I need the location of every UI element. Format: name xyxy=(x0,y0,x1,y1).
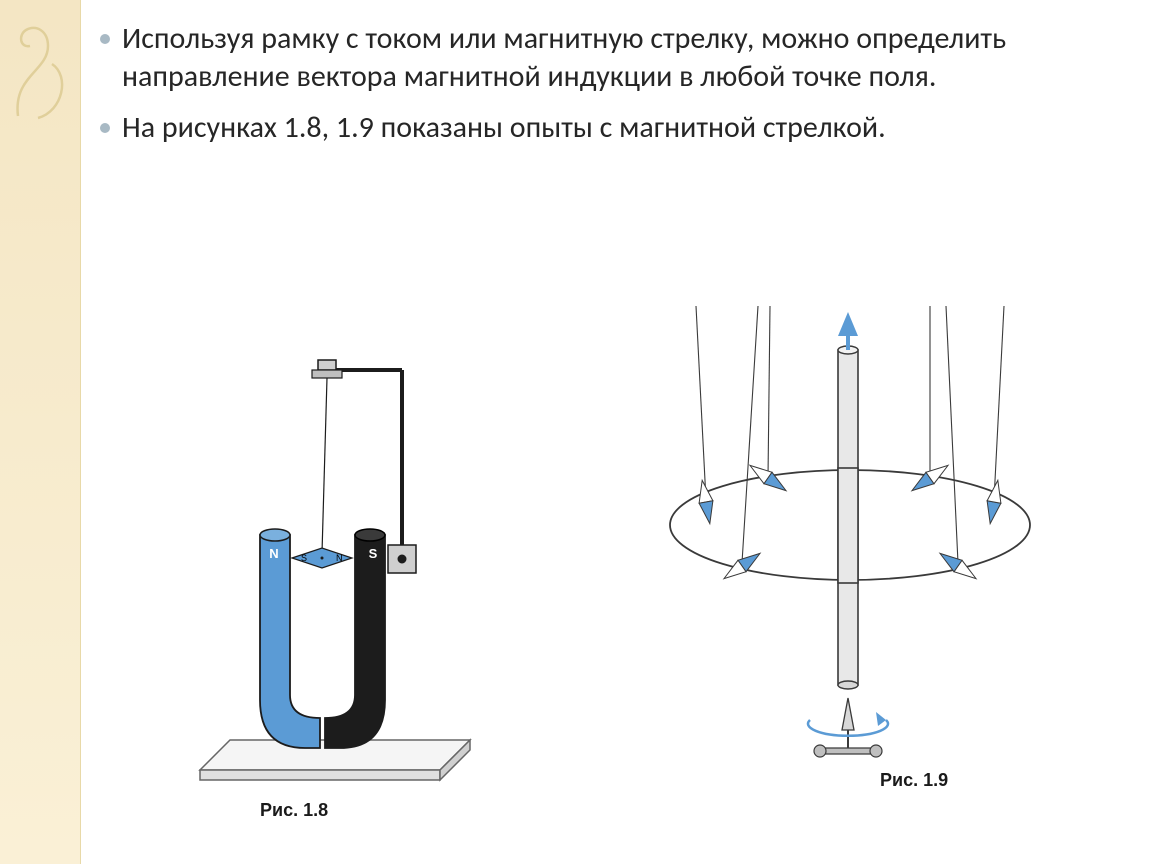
figure-caption: Рис. 1.9 xyxy=(880,770,948,791)
svg-text:S: S xyxy=(301,553,307,563)
swirl-ornament xyxy=(8,16,72,126)
figure-1-8: N S S N Рис. 1.8 xyxy=(170,300,530,840)
bullet-item: Используя рамку с током или магнитную ст… xyxy=(100,20,1120,95)
svg-text:N: N xyxy=(269,546,278,561)
text-content: Используя рамку с током или магнитную ст… xyxy=(100,20,1120,161)
bullet-dot-icon xyxy=(100,123,110,133)
svg-text:N: N xyxy=(336,553,343,563)
bullet-text: Используя рамку с током или магнитную ст… xyxy=(122,20,1120,95)
bullet-item: На рисунках 1.8, 1.9 показаны опыты с ма… xyxy=(100,109,1120,147)
figure-1-9: Рис. 1.9 xyxy=(620,300,1080,840)
bullet-text: На рисунках 1.8, 1.9 показаны опыты с ма… xyxy=(122,109,886,147)
figure-1-9-svg xyxy=(620,300,1080,790)
figure-caption: Рис. 1.8 xyxy=(260,800,328,821)
bullet-dot-icon xyxy=(100,34,110,44)
figure-1-8-svg: N S S N xyxy=(170,300,530,800)
svg-text:S: S xyxy=(369,546,378,561)
figures-area: N S S N Рис. 1.8 xyxy=(100,300,1120,840)
theme-side-band xyxy=(0,0,81,864)
